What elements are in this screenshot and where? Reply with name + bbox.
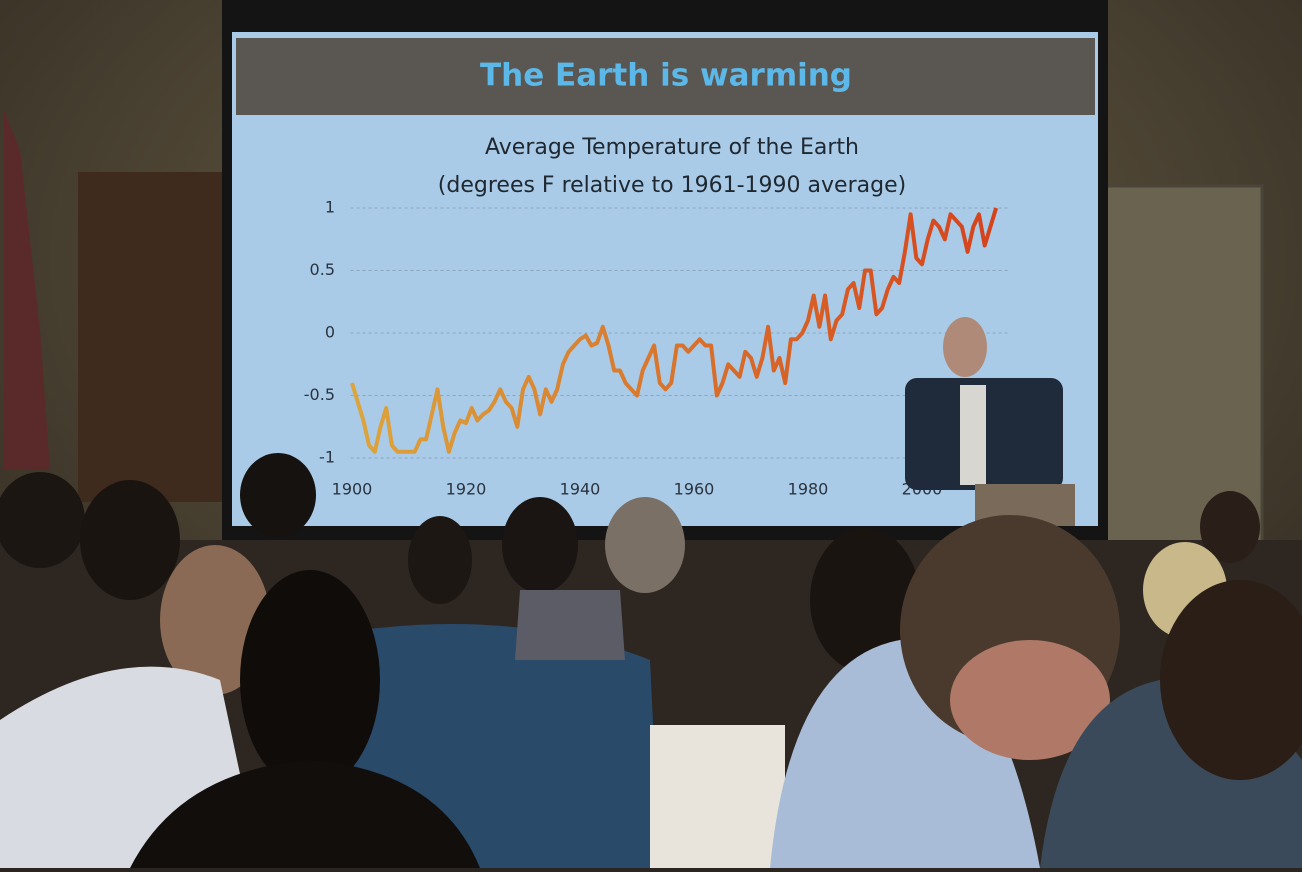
- audience-head: [1160, 580, 1302, 780]
- audience-head: [408, 516, 472, 604]
- chart-subtitle: (degrees F relative to 1961-1990 average…: [438, 173, 906, 198]
- wall-panel: [1100, 184, 1264, 548]
- plot: 10.50-0.5-1190019201940196019802000: [304, 198, 1008, 499]
- foreground: [0, 317, 1302, 868]
- flag: [4, 110, 50, 470]
- y-tick-label: -1: [319, 448, 335, 467]
- x-tick-label: 1960: [674, 480, 715, 499]
- y-tick-label: 1: [325, 198, 335, 217]
- audience-face: [950, 640, 1110, 760]
- audience-body: [130, 760, 480, 868]
- temperature-line: [350, 207, 999, 454]
- audience-head: [80, 480, 180, 600]
- slide-header: [236, 38, 1095, 115]
- x-tick-label: 1900: [332, 480, 373, 499]
- audience-head: [810, 528, 920, 672]
- speaker-head: [943, 317, 987, 377]
- y-tick-label: 0.5: [310, 260, 335, 279]
- x-tick-label: 1980: [788, 480, 829, 499]
- audience-head: [240, 453, 316, 537]
- x-tick-label: 1920: [446, 480, 487, 499]
- chart-title: Average Temperature of the Earth: [485, 135, 859, 160]
- audience-head: [605, 497, 685, 593]
- speaker-shirt: [960, 385, 986, 485]
- audience-shirt: [515, 590, 625, 660]
- y-tick-label: 0: [325, 323, 335, 342]
- y-tick-label: -0.5: [304, 385, 335, 404]
- audience-head: [502, 497, 578, 593]
- audience-head: [1200, 491, 1260, 563]
- wood-panel: [78, 172, 228, 502]
- x-tick-label: 1940: [560, 480, 601, 499]
- audience-head: [240, 570, 380, 790]
- slide-title: The Earth is warming: [480, 58, 852, 94]
- audience-head: [0, 472, 85, 568]
- table-cloth: [650, 725, 785, 868]
